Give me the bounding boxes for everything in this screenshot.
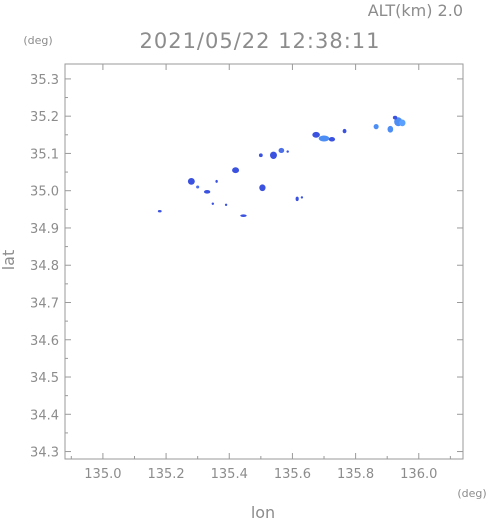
- echo-cell: [278, 147, 285, 154]
- echo-cell: [232, 167, 240, 174]
- echo-cell: [224, 203, 228, 207]
- altitude-label: ALT(km) 2.0: [368, 1, 463, 20]
- echo-cell: [196, 185, 200, 189]
- timestamp-title: 2021/05/22 12:38:11: [139, 29, 380, 53]
- y-tick-label: 34.5: [30, 371, 59, 386]
- echo-cell: [187, 178, 195, 185]
- echo-cell: [258, 153, 263, 158]
- echo-cell: [270, 151, 277, 160]
- echo-cell: [286, 150, 289, 153]
- x-tick-label: 135.6: [274, 467, 311, 482]
- y-tick-label: 35.0: [30, 185, 59, 200]
- echo-layer: [157, 115, 406, 217]
- y-tick-label: 35.3: [30, 73, 59, 88]
- echo-cell: [312, 131, 320, 138]
- x-axis-title: lon: [251, 503, 275, 521]
- y-tick-label: 34.9: [30, 222, 59, 237]
- echo-cell: [215, 179, 218, 183]
- echo-cell: [318, 135, 330, 142]
- echo-cell: [240, 214, 247, 217]
- echo-cell: [342, 128, 347, 134]
- y-tick-label: 35.1: [30, 147, 59, 162]
- y-tick-label: 34.4: [30, 408, 59, 423]
- echo-cell: [392, 115, 398, 120]
- echo-cell: [211, 202, 215, 205]
- x-tick-label: 135.0: [84, 467, 121, 482]
- x-tick-label: 136.0: [400, 467, 437, 482]
- echo-cell: [399, 119, 406, 127]
- echo-cell: [387, 125, 394, 133]
- y-tick-label: 34.7: [30, 296, 59, 311]
- echo-cell: [373, 123, 379, 130]
- echo-cell: [259, 184, 266, 192]
- x-axis-ticks: 135.0 135.2 135.4 135.6 135.8 136.0: [70, 64, 451, 482]
- x-unit-label: (deg): [457, 487, 486, 500]
- x-tick-label: 135.8: [337, 467, 374, 482]
- echo-cell: [203, 189, 211, 194]
- y-axis-ticks: 34.3 34.4 34.5 34.6 34.7 34.8 34.9 35.0 35.1 35.2…: [30, 73, 463, 461]
- y-axis-title: lat: [0, 250, 18, 271]
- y-unit-label: (deg): [23, 34, 52, 47]
- x-tick-label: 135.4: [211, 467, 248, 482]
- echo-cell: [295, 196, 299, 202]
- echo-cell: [157, 209, 162, 213]
- plot-frame: [64, 63, 464, 460]
- y-tick-label: 35.2: [30, 110, 59, 125]
- y-tick-label: 34.8: [30, 259, 59, 274]
- echo-cell: [328, 137, 336, 142]
- y-tick-label: 34.6: [30, 334, 59, 349]
- x-tick-label: 135.2: [147, 467, 184, 482]
- y-tick-label: 34.3: [30, 446, 59, 461]
- echo-cell: [300, 196, 304, 199]
